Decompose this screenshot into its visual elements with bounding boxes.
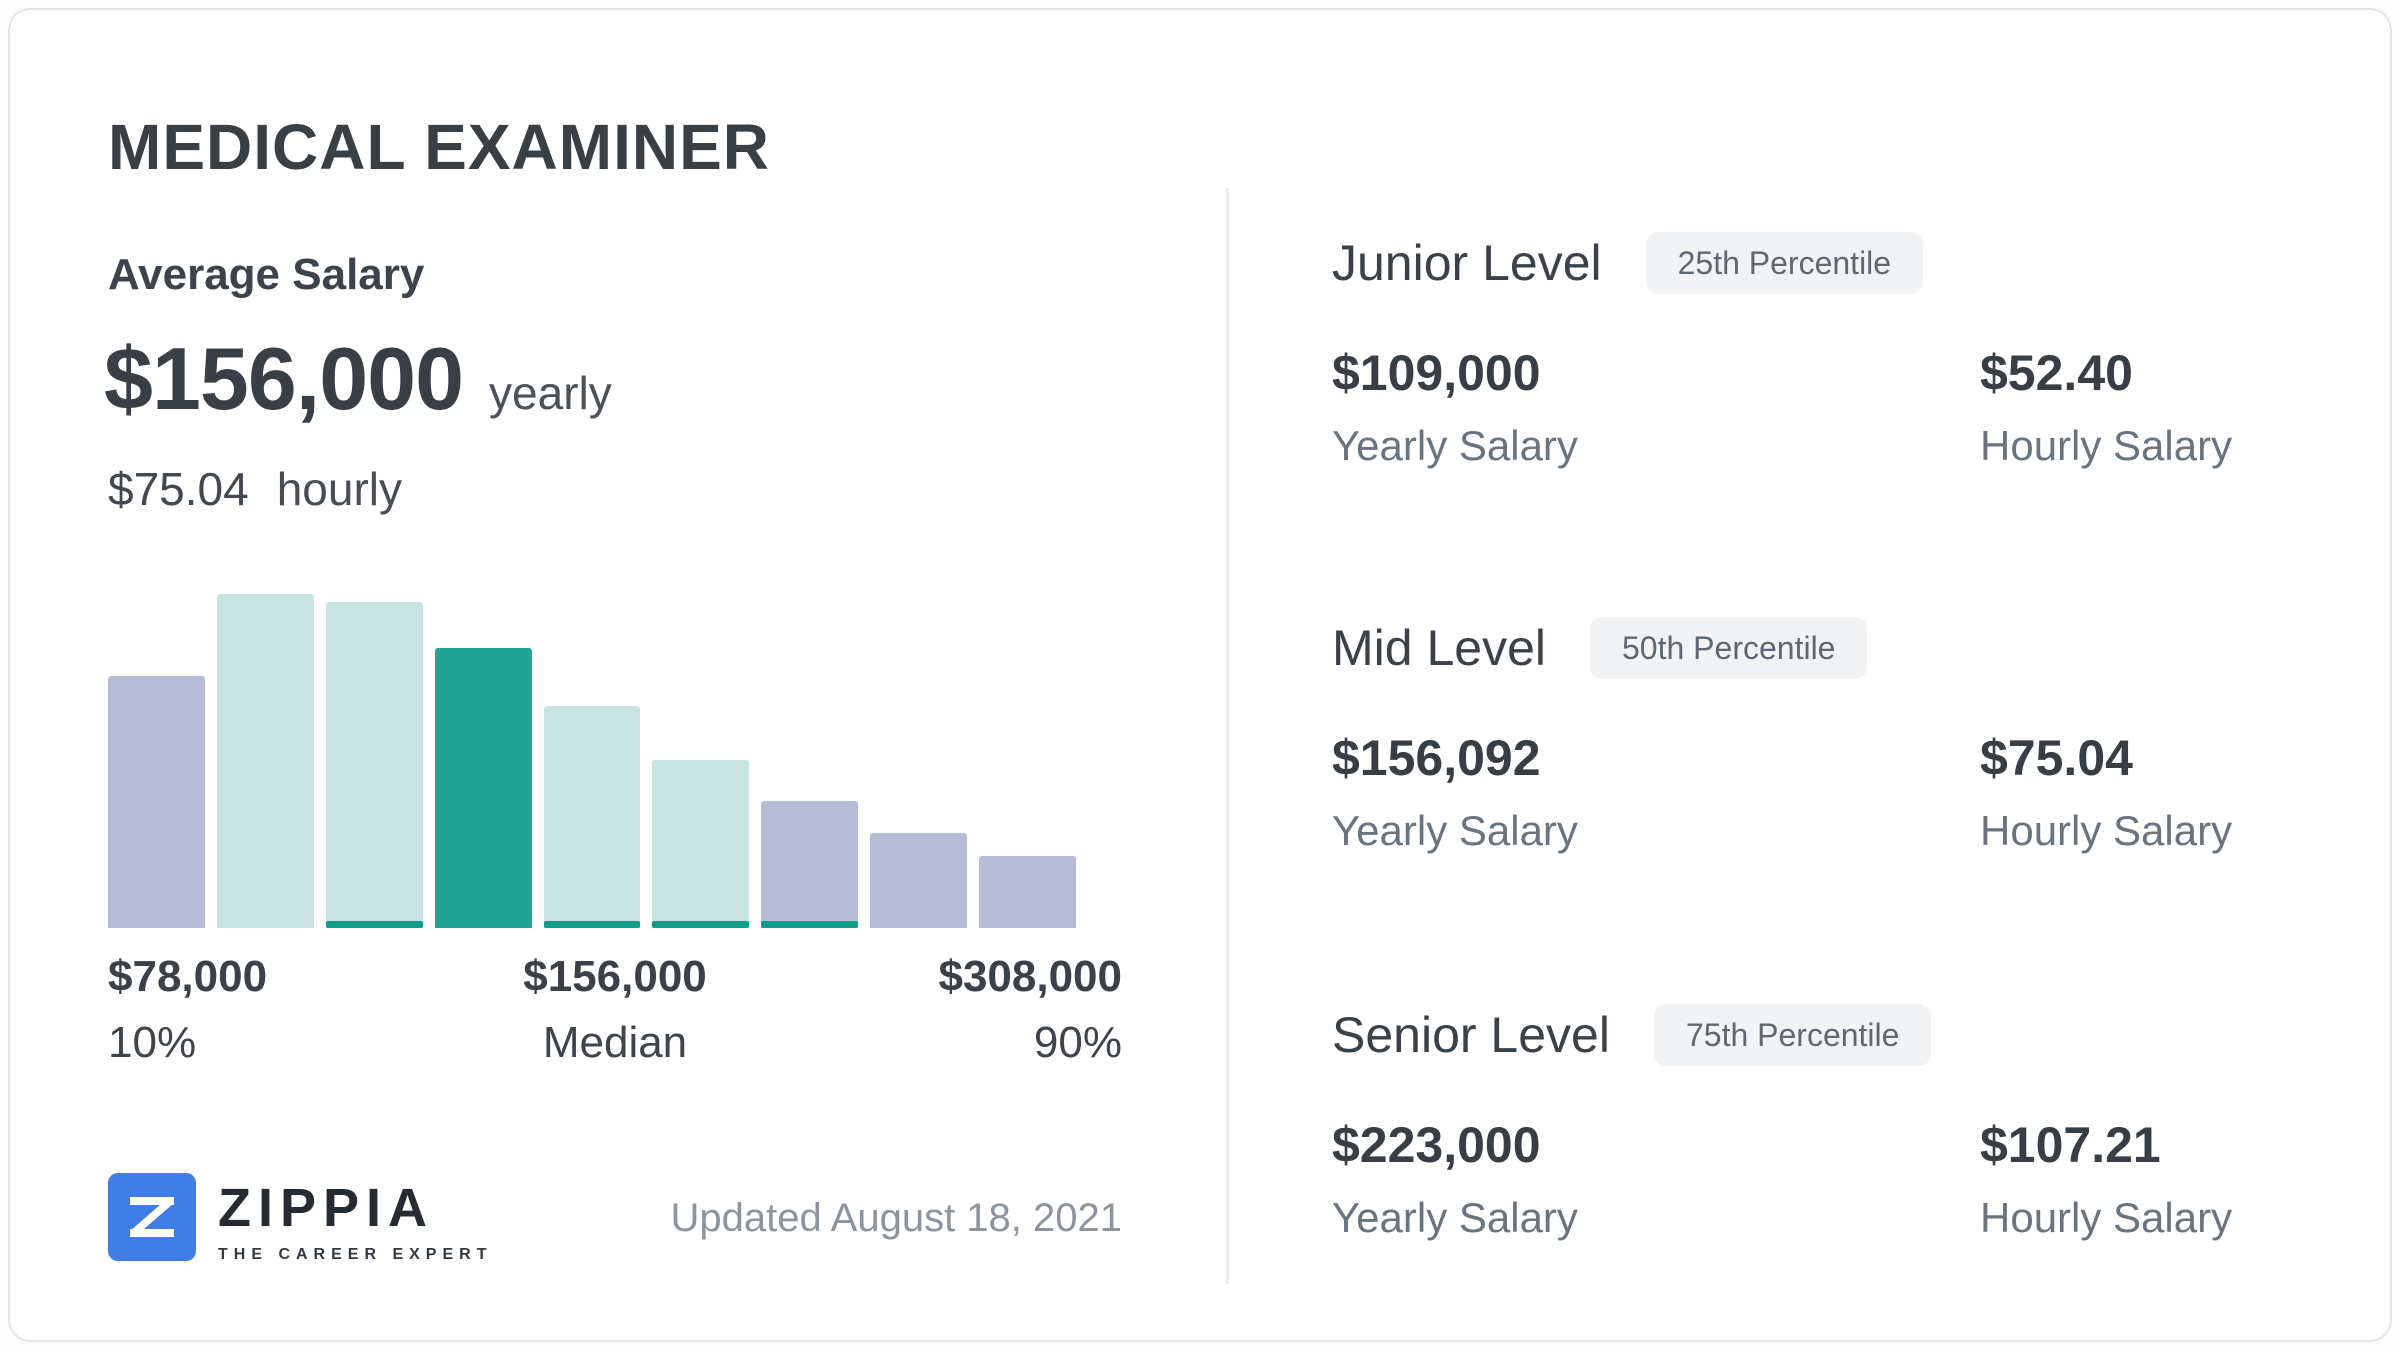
zippia-logo-text: ZIPPIA THE CAREER EXPERT [218,1173,492,1264]
yearly-column: $109,000 Yearly Salary [1332,342,1980,471]
zippia-logo: ZIPPIA THE CAREER EXPERT [108,1173,492,1264]
average-yearly-row: $156,000 yearly [104,328,612,430]
histogram-bar [216,594,314,928]
axis-label-10th: 10% [108,1018,197,1067]
yearly-caption: Yearly Salary [1332,807,1578,854]
average-hourly-row: $75.04 hourly [108,462,402,516]
yearly-amount: $223,000 [1332,1117,1541,1173]
hourly-caption: Hourly Salary [1980,1194,2233,1241]
chart-axis-labels: $78,000 10% $156,000 Median $308,000 90% [108,952,1122,1068]
salary-distribution-chart [108,594,1077,928]
hourly-amount: $107.21 [1980,1117,2161,1173]
axis-amount-10th: $78,000 [108,952,268,1001]
axis-label-90th: 90% [1033,1018,1122,1067]
axis-amount-median: $156,000 [523,952,707,1001]
zippia-logo-name: ZIPPIA [218,1178,435,1238]
percentile-badge: 50th Percentile [1590,617,1868,679]
axis-label-median: Median [542,1018,688,1067]
histogram-bar [652,760,750,928]
histogram-bar-median [434,648,532,928]
axis-anchor-median: $156,000 Median [523,952,707,1068]
average-hourly-value: $75.04 [108,463,249,515]
level-section-senior: Senior Level 75th Percentile $223,000 Ye… [1332,1004,2342,1243]
level-section-mid: Mid Level 50th Percentile $156,092 Yearl… [1332,617,2342,856]
updated-date: Updated August 18, 2021 [670,1196,1122,1240]
z-glyph-icon [130,1197,174,1237]
zippia-logo-tagline: THE CAREER EXPERT [218,1246,493,1263]
histogram-bar [543,705,641,928]
axis-anchor-10th: $78,000 10% [108,952,523,1068]
yearly-amount: $156,092 [1332,730,1541,786]
level-head: Senior Level 75th Percentile [1332,1004,2342,1066]
zippia-logo-icon [108,1173,196,1261]
yearly-amount: $109,000 [1332,345,1541,401]
average-salary-label: Average Salary [108,250,425,299]
percentile-range-baseline [761,921,859,928]
salary-card: MEDICAL EXAMINER Average Salary $156,000… [8,8,2392,1342]
level-values: $156,092 Yearly Salary $75.04 Hourly Sal… [1332,727,2342,856]
histogram-bar [979,855,1077,928]
hourly-column: $52.40 Hourly Salary [1980,342,2232,471]
average-yearly-unit: yearly [489,367,612,419]
level-head: Mid Level 50th Percentile [1332,617,2342,679]
level-values: $109,000 Yearly Salary $52.40 Hourly Sal… [1332,342,2342,471]
hourly-column: $107.21 Hourly Salary [1980,1114,2232,1243]
page-title: MEDICAL EXAMINER [108,111,770,183]
yearly-column: $223,000 Yearly Salary [1332,1114,1980,1243]
axis-anchor-90th: $308,000 90% [707,952,1122,1068]
percentile-range-baseline [652,921,750,928]
level-section-junior: Junior Level 25th Percentile $109,000 Ye… [1332,232,2342,471]
hourly-amount: $75.04 [1980,730,2133,786]
level-name: Senior Level [1332,1007,1610,1063]
average-hourly-unit: hourly [276,463,402,515]
level-head: Junior Level 25th Percentile [1332,232,2342,294]
yearly-column: $156,092 Yearly Salary [1332,727,1980,856]
axis-amount-90th: $308,000 [938,952,1122,1001]
percentile-badge: 75th Percentile [1653,1004,1932,1066]
percentile-range-baseline [543,921,641,928]
percentile-badge: 25th Percentile [1645,232,1924,294]
hourly-amount: $52.40 [1980,345,2133,401]
histogram-bar [870,833,968,928]
histogram-bar [108,676,205,928]
level-values: $223,000 Yearly Salary $107.21 Hourly Sa… [1332,1114,2342,1243]
level-name: Mid Level [1332,620,1546,676]
vertical-divider [1226,188,1229,1284]
hourly-caption: Hourly Salary [1980,422,2233,469]
percentile-range-baseline [325,921,423,928]
histogram-bar [325,602,423,928]
hourly-column: $75.04 Hourly Salary [1980,727,2232,856]
level-name: Junior Level [1332,235,1602,291]
average-yearly-value: $156,000 [104,329,464,428]
histogram-bar [761,801,859,928]
yearly-caption: Yearly Salary [1332,422,1578,469]
hourly-caption: Hourly Salary [1980,807,2233,854]
yearly-caption: Yearly Salary [1332,1194,1578,1241]
